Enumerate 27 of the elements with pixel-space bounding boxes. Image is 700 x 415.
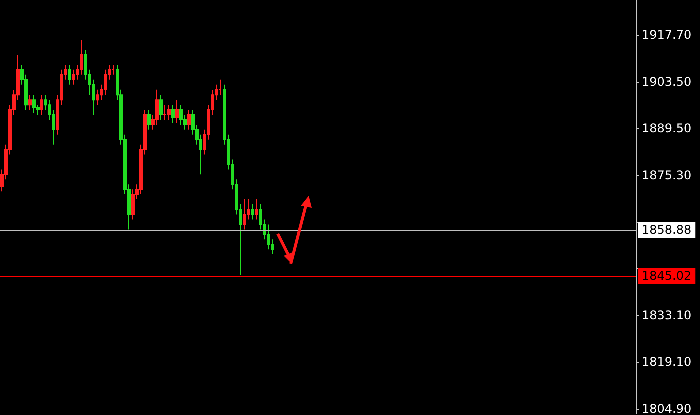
y-tick-label: 1819.10 — [642, 354, 692, 369]
candlestick — [187, 110, 191, 130]
candlestick — [219, 79, 222, 96]
candlestick — [163, 104, 167, 120]
candlestick — [40, 94, 43, 116]
ref-line-label: 1858.88 — [642, 223, 692, 238]
candlestick — [251, 204, 254, 220]
y-tick-label: 1804.90 — [642, 402, 692, 415]
ref-line-label: 1845.02 — [642, 269, 692, 284]
candlestick — [175, 100, 179, 124]
candlestick — [32, 94, 36, 114]
y-tick-label: 1875.30 — [642, 168, 692, 183]
candlestick — [28, 94, 32, 111]
candlestick — [159, 94, 163, 120]
candlestick — [167, 104, 171, 120]
y-tick-label: 1889.50 — [642, 122, 692, 136]
candlestick — [72, 69, 75, 86]
candlestick — [255, 199, 258, 220]
candlestick — [96, 89, 99, 106]
y-tick-label: 1903.50 — [642, 75, 692, 90]
candlestick — [243, 199, 246, 230]
candlestick — [68, 64, 71, 86]
candlestick — [171, 104, 175, 124]
candlestick — [147, 110, 151, 130]
candlestick — [104, 69, 107, 96]
y-tick-label: 1833.10 — [642, 308, 692, 323]
y-tick-label: 1917.70 — [642, 28, 692, 42]
